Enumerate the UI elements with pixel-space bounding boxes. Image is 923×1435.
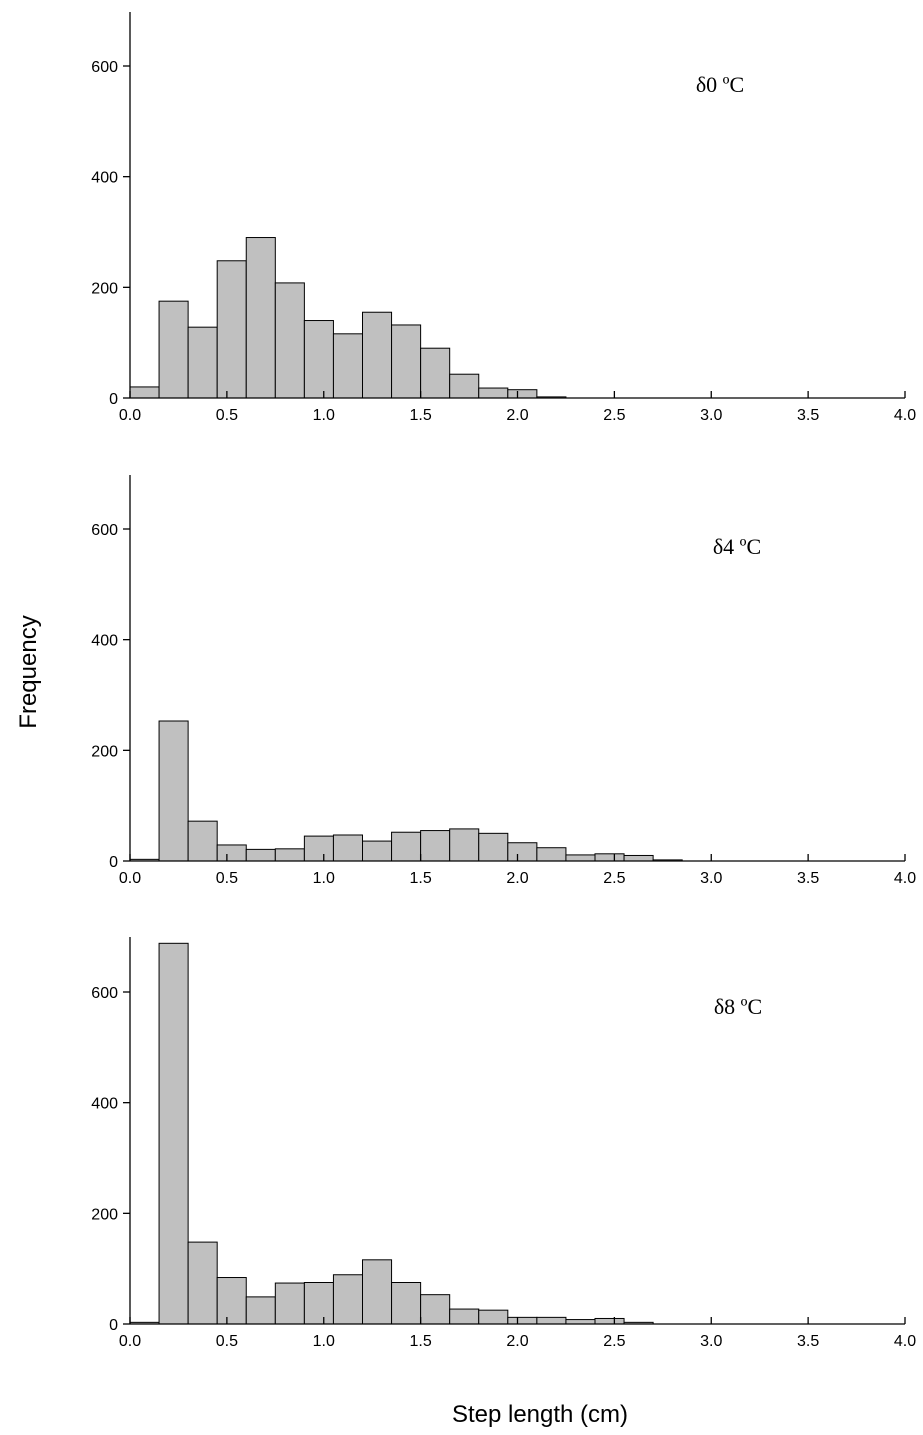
histogram-panel: 0 200 400 600 0.0 0.5 1.0 1.5 2.0 2.5 3.0 3.5 4.0 δ4 … bbox=[91, 475, 916, 887]
x-tick-label: 3.0 bbox=[700, 407, 722, 424]
x-tick-label: 0.0 bbox=[119, 407, 141, 424]
histogram-bar bbox=[420, 1294, 451, 1325]
histogram-bar bbox=[565, 1319, 596, 1325]
histogram-bar bbox=[187, 326, 218, 399]
histogram-panel: 0 200 400 600 0.0 0.5 1.0 1.5 2.0 2.5 3.0 3.5 4.0 δ8 … bbox=[91, 937, 916, 1350]
x-tick-label: 4.0 bbox=[894, 1333, 916, 1350]
histogram-bar bbox=[420, 830, 451, 862]
histogram-bar bbox=[478, 1309, 509, 1325]
histogram-bar bbox=[303, 1282, 334, 1325]
histogram-bar bbox=[507, 389, 538, 399]
histogram-bar bbox=[332, 333, 363, 399]
histogram-bar bbox=[303, 835, 334, 862]
histogram-panels: 0 200 400 600 0.0 0.5 1.0 1.5 2.0 2.5 3.0 3.5 4.0 δ0 … bbox=[91, 12, 916, 1350]
histogram-bar bbox=[478, 832, 509, 862]
x-tick-label: 0.5 bbox=[216, 1333, 238, 1350]
x-tick-label: 0.0 bbox=[119, 1333, 141, 1350]
histogram-bar bbox=[507, 842, 538, 862]
x-tick-label: 2.0 bbox=[506, 407, 528, 424]
y-tick-label: 400 bbox=[91, 633, 118, 650]
histogram-bar bbox=[420, 347, 451, 399]
x-tick-label: 3.5 bbox=[797, 407, 819, 424]
x-tick-label: 3.0 bbox=[700, 870, 722, 887]
x-tick-label: 2.0 bbox=[506, 870, 528, 887]
y-tick-label: 200 bbox=[91, 1206, 118, 1223]
panel-label: δ8 ºC bbox=[714, 994, 762, 1019]
x-tick-label: 1.5 bbox=[410, 870, 432, 887]
x-tick-label: 3.5 bbox=[797, 870, 819, 887]
histogram-bar bbox=[274, 282, 305, 399]
histogram-bar bbox=[216, 1277, 247, 1325]
x-tick-label: 1.5 bbox=[410, 407, 432, 424]
histogram-panel: 0 200 400 600 0.0 0.5 1.0 1.5 2.0 2.5 3.0 3.5 4.0 δ0 … bbox=[91, 12, 916, 424]
x-tick-label: 0.5 bbox=[216, 870, 238, 887]
histogram-bar bbox=[216, 844, 247, 862]
panel-label: δ4 ºC bbox=[713, 534, 761, 559]
x-tick-label: 2.5 bbox=[603, 870, 625, 887]
x-tick-label: 4.0 bbox=[894, 870, 916, 887]
x-tick-label: 0.5 bbox=[216, 407, 238, 424]
histogram-bar bbox=[565, 854, 596, 862]
y-tick-label: 200 bbox=[91, 280, 118, 297]
panel-label: δ0 ºC bbox=[696, 72, 744, 97]
x-tick-label: 0.0 bbox=[119, 870, 141, 887]
y-tick-label: 400 bbox=[91, 170, 118, 187]
histogram-bar bbox=[332, 1274, 363, 1325]
histogram-bar bbox=[449, 828, 480, 862]
histogram-bar bbox=[536, 1316, 567, 1325]
histogram-bar bbox=[129, 386, 160, 399]
histogram-bar bbox=[478, 387, 509, 399]
x-tick-label: 2.5 bbox=[603, 407, 625, 424]
histogram-bar bbox=[245, 237, 276, 399]
x-tick-label: 3.0 bbox=[700, 1333, 722, 1350]
histogram-bar bbox=[362, 840, 393, 862]
x-tick-label: 2.5 bbox=[603, 1333, 625, 1350]
histogram-bar bbox=[274, 1282, 305, 1325]
y-tick-label: 200 bbox=[91, 743, 118, 760]
y-axis-title: Frequency bbox=[15, 615, 42, 728]
histogram-bar bbox=[507, 1316, 538, 1325]
histogram-bar bbox=[536, 847, 567, 862]
x-tick-label: 2.0 bbox=[506, 1333, 528, 1350]
x-axis-title: Step length (cm) bbox=[452, 1401, 628, 1428]
histogram-bar bbox=[245, 1296, 276, 1325]
x-tick-label: 1.0 bbox=[313, 1333, 335, 1350]
histogram-bar bbox=[187, 820, 218, 862]
histogram-bar bbox=[362, 1259, 393, 1325]
histogram-bar bbox=[449, 373, 480, 399]
y-tick-label: 600 bbox=[91, 59, 118, 76]
histogram-bar bbox=[158, 942, 189, 1325]
histogram-bar bbox=[594, 853, 625, 862]
histogram-bar bbox=[391, 1282, 422, 1325]
x-tick-label: 1.5 bbox=[410, 1333, 432, 1350]
histogram-bar bbox=[158, 720, 189, 862]
histogram-bar bbox=[449, 1308, 480, 1325]
histogram-bar bbox=[332, 834, 363, 862]
y-tick-label: 0 bbox=[109, 391, 118, 408]
histogram-bar bbox=[303, 320, 334, 399]
histogram-bar bbox=[216, 260, 247, 399]
y-tick-label: 600 bbox=[91, 985, 118, 1002]
y-tick-label: 0 bbox=[109, 854, 118, 871]
histogram-bar bbox=[623, 854, 654, 862]
histogram-bar bbox=[391, 324, 422, 399]
histogram-bar bbox=[187, 1241, 218, 1325]
histogram-bar bbox=[391, 831, 422, 862]
y-tick-label: 400 bbox=[91, 1096, 118, 1113]
histogram-bar bbox=[158, 300, 189, 399]
y-tick-label: 0 bbox=[109, 1317, 118, 1334]
histogram-bar bbox=[245, 848, 276, 862]
histogram-bar bbox=[362, 311, 393, 399]
x-tick-label: 1.0 bbox=[313, 870, 335, 887]
histogram-bar bbox=[594, 1317, 625, 1325]
y-tick-label: 600 bbox=[91, 522, 118, 539]
x-tick-label: 4.0 bbox=[894, 407, 916, 424]
x-tick-label: 3.5 bbox=[797, 1333, 819, 1350]
x-tick-label: 1.0 bbox=[313, 407, 335, 424]
histogram-bar bbox=[274, 848, 305, 862]
